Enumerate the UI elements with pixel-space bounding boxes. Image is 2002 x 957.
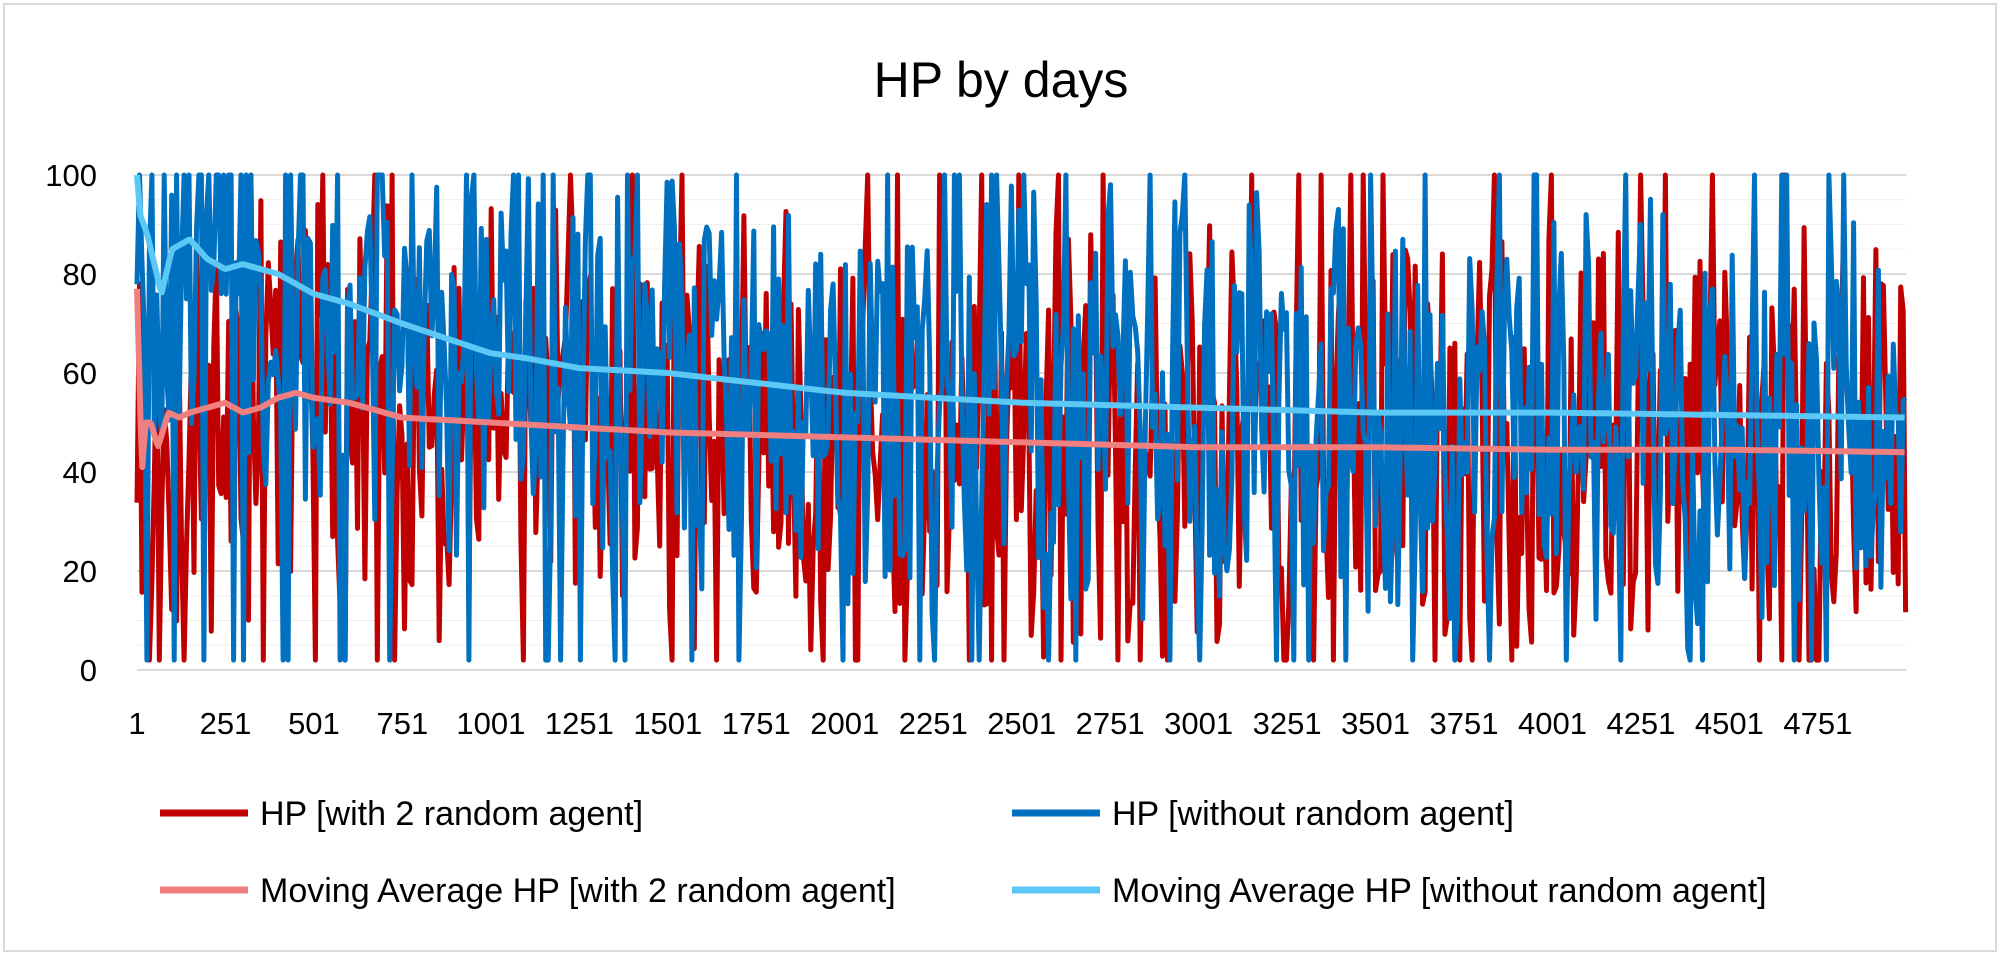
y-tick-label: 20 bbox=[63, 554, 97, 589]
x-tick-label: 4751 bbox=[1783, 706, 1852, 741]
x-axis-tick-labels: 1 251 501 751 1001 1251 1501 1751 2001 2251 2501 27… bbox=[128, 706, 1852, 741]
x-tick-label: 4251 bbox=[1606, 706, 1675, 741]
y-tick-label: 0 bbox=[80, 653, 97, 688]
legend: HP [with 2 random agent] HP [without rand… bbox=[160, 795, 1767, 910]
x-tick-label: 1251 bbox=[545, 706, 614, 741]
series-line-1 bbox=[134, 172, 1909, 663]
x-tick-label: 4001 bbox=[1518, 706, 1587, 741]
legend-label: HP [without random agent] bbox=[1112, 795, 1514, 833]
x-tick-label: 3251 bbox=[1253, 706, 1322, 741]
x-tick-label: 2751 bbox=[1076, 706, 1145, 741]
x-tick-label: 1001 bbox=[456, 706, 525, 741]
x-tick-label: 4501 bbox=[1695, 706, 1764, 741]
x-tick-label: 2001 bbox=[810, 706, 879, 741]
y-tick-label: 60 bbox=[63, 356, 97, 391]
x-tick-label: 501 bbox=[288, 706, 340, 741]
x-tick-label: 1751 bbox=[722, 706, 791, 741]
x-tick-label: 3501 bbox=[1341, 706, 1410, 741]
y-axis-tick-labels: 0 20 40 60 80 100 bbox=[45, 158, 97, 688]
legend-label: Moving Average HP [with 2 random agent] bbox=[260, 872, 896, 910]
x-tick-label: 1501 bbox=[633, 706, 702, 741]
x-tick-label: 251 bbox=[200, 706, 252, 741]
x-tick-label: 3001 bbox=[1164, 706, 1233, 741]
y-tick-label: 100 bbox=[45, 158, 97, 193]
legend-label: HP [with 2 random agent] bbox=[260, 795, 643, 833]
legend-label: Moving Average HP [without random agent] bbox=[1112, 872, 1767, 910]
x-tick-label: 2501 bbox=[987, 706, 1056, 741]
x-tick-label: 1 bbox=[128, 706, 145, 741]
y-tick-label: 80 bbox=[63, 257, 97, 292]
x-tick-label: 2251 bbox=[899, 706, 968, 741]
x-tick-label: 3751 bbox=[1430, 706, 1499, 741]
plot-area bbox=[134, 172, 1909, 663]
series-line-3 bbox=[134, 288, 1906, 471]
x-tick-label: 751 bbox=[377, 706, 429, 741]
y-tick-label: 40 bbox=[63, 455, 97, 490]
chart-title: HP by days bbox=[874, 52, 1129, 108]
series-line-4 bbox=[134, 174, 1906, 421]
